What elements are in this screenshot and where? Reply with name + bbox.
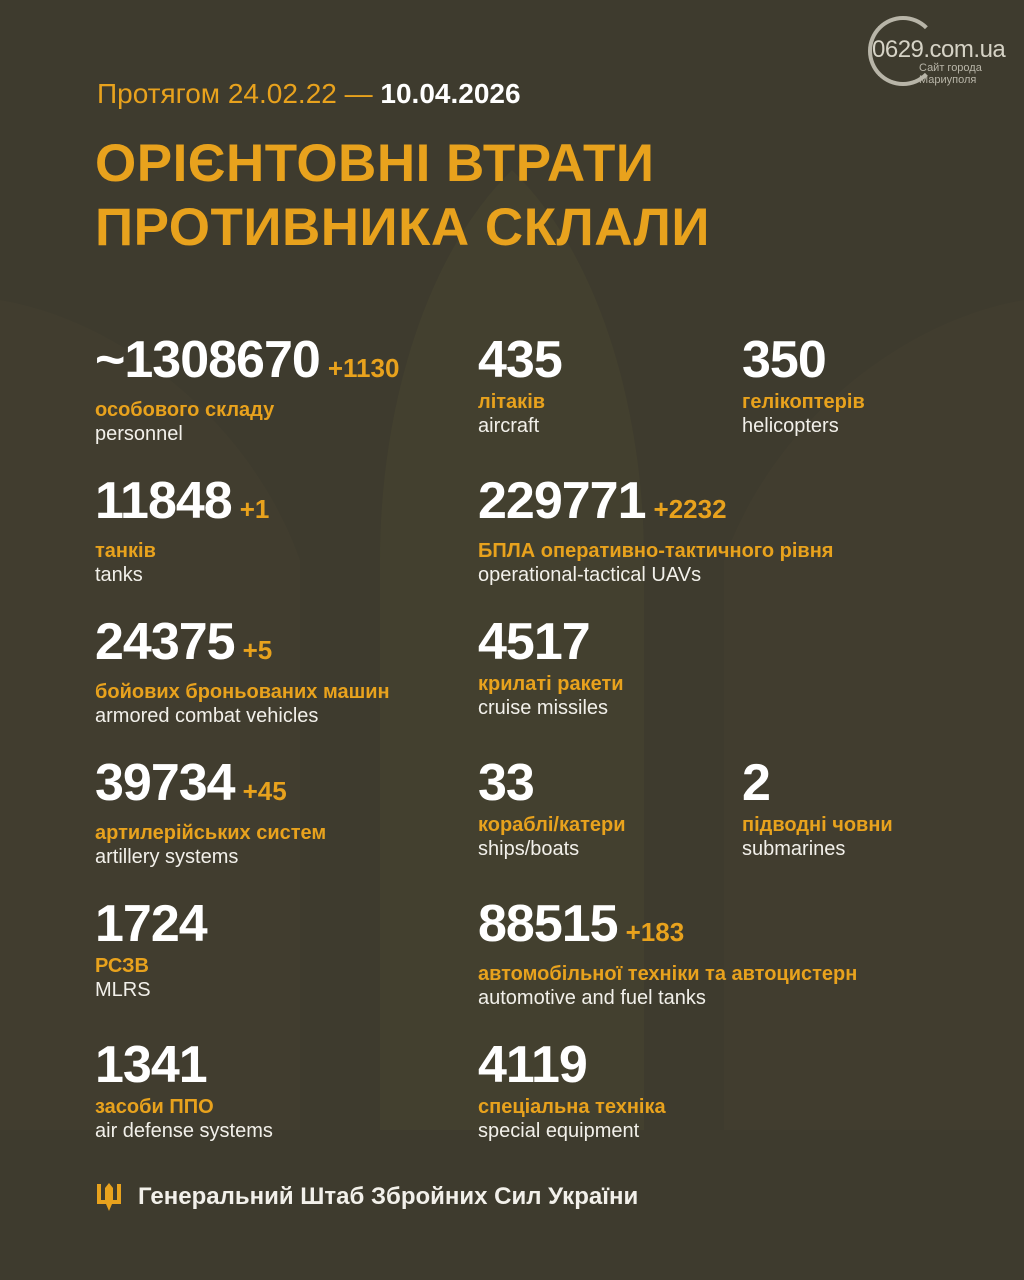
stat-increase: +2232	[653, 494, 727, 524]
title-line-1: ОРІЄНТОВНІ ВТРАТИ	[95, 134, 655, 193]
stat-increase: +5	[242, 635, 273, 665]
period-date: 10.04.2026	[380, 78, 521, 109]
stat-value: 350	[742, 332, 865, 388]
stat-item: 88515 +183 автомобільної техніки та автоци…	[478, 896, 857, 1010]
stat-label-en: helicopters	[742, 415, 839, 437]
stat-number: 229771	[478, 472, 647, 530]
stat-number: 350	[742, 331, 827, 389]
stat-label-en: personnel	[95, 423, 183, 445]
stat-value: 1724	[95, 895, 208, 953]
stat-number: 2	[742, 754, 771, 812]
stat-label-ua: гелікоптерів	[742, 391, 865, 413]
stat-number: 88515	[478, 895, 619, 953]
stat-item: 24375 +5 бойових броньованих машин armored …	[95, 614, 390, 728]
stat-item: 1341 засоби ППО air defense systems	[95, 1037, 273, 1143]
stat-label-en: operational-tactical UAVs	[478, 564, 702, 586]
stat-number: 33	[478, 754, 535, 812]
stat-label-ua: БПЛА оперативно-тактичного рівня	[478, 540, 834, 562]
footer-text: Генеральний Штаб Збройних Сил України	[138, 1183, 639, 1210]
stat-value: 229771 +2232	[478, 473, 833, 537]
stat-value: 11848 +1	[95, 473, 269, 537]
period-prefix: Протягом 24.02.22 —	[97, 78, 373, 109]
stat-label-ua: спеціальна техніка	[478, 1096, 666, 1118]
stat-value: 4517	[478, 614, 624, 670]
stat-value: 33	[478, 755, 626, 811]
stat-label-ua: кораблі/катери	[478, 814, 626, 836]
title-line-2: ПРОТИВНИКА СКЛАЛИ	[95, 198, 710, 257]
stat-value: 4119	[478, 1037, 666, 1093]
period: Протягом 24.02.22 — 10.04.2026	[97, 78, 521, 110]
logo-sub-line1: Сайт города	[919, 62, 982, 74]
stat-label-ua: засоби ППО	[95, 1096, 214, 1118]
stat-item: 4119 спеціальна техніка special equipment	[478, 1037, 666, 1143]
site-logo[interactable]: 0629.com.ua Сайт города Мариуполя	[866, 14, 1016, 86]
stat-label-en: MLRS	[95, 979, 151, 1001]
stat-item: 4517 крилаті ракети cruise missiles	[478, 614, 624, 720]
stat-label-en: air defense systems	[95, 1120, 273, 1142]
stat-number: 4119	[478, 1036, 588, 1094]
stat-value: 88515 +183	[478, 896, 857, 960]
stat-item: 11848 +1 танків tanks	[95, 473, 269, 587]
stat-item: 229771 +2232 БПЛА оперативно-тактичного рі…	[478, 473, 833, 587]
trident-icon	[97, 1183, 121, 1211]
stat-item: 1724 РСЗВ MLRS	[95, 895, 208, 1002]
footer: Генеральний Штаб Збройних Сил України	[96, 1182, 638, 1212]
stat-value: 39734 +45	[95, 755, 326, 819]
stat-label-ua: РСЗВ	[95, 955, 149, 977]
page-title: ОРІЄНТОВНІ ВТРАТИ ПРОТИВНИКА СКЛАЛИ	[95, 132, 710, 260]
stat-label-en: tanks	[95, 564, 143, 586]
stat-label-ua: особового складу	[95, 399, 275, 421]
stat-label-en: aircraft	[478, 415, 540, 437]
stat-number: 1724	[95, 895, 208, 953]
stat-increase: +1	[239, 494, 270, 524]
stat-number: 435	[478, 331, 563, 389]
stat-increase: +183	[625, 917, 685, 947]
stat-label-ua: підводні човни	[742, 814, 893, 836]
stat-increase: +45	[242, 776, 287, 806]
stat-number: ~1308670	[95, 331, 321, 389]
stat-value: 1341	[95, 1037, 273, 1093]
stat-label-en: automotive and fuel tanks	[478, 987, 706, 1009]
stat-label-ua: артилерійських систем	[95, 822, 327, 844]
stat-label-ua: літаків	[478, 391, 546, 413]
stat-value: ~1308670 +1130	[95, 332, 399, 396]
stat-label-ua: автомобільної техніки та автоцистерн	[478, 963, 858, 985]
logo-text: 0629.com.ua	[872, 36, 1006, 63]
logo-sub-line2: Мариуполя	[919, 74, 977, 86]
stat-number: 1341	[95, 1036, 208, 1094]
stat-label-ua: крилаті ракети	[478, 673, 624, 695]
stat-label-en: artillery systems	[95, 846, 239, 868]
stat-item: 2 підводні човни submarines	[742, 755, 893, 861]
stat-value: 435	[478, 331, 563, 389]
stat-number: 24375	[95, 613, 236, 671]
stat-label-ua: танків	[95, 540, 156, 562]
stat-label-en: ships/boats	[478, 838, 580, 860]
stat-value: 2	[742, 755, 893, 811]
stat-label-en: submarines	[742, 838, 846, 860]
stat-label-en: cruise missiles	[478, 697, 609, 719]
stat-increase: +1130	[327, 353, 400, 383]
stat-number: 11848	[95, 472, 233, 530]
stat-label-en: armored combat vehicles	[95, 705, 319, 727]
logo-ring-icon	[868, 16, 938, 86]
stat-label-en: special equipment	[478, 1120, 640, 1142]
stat-number: 39734	[95, 754, 236, 812]
stat-item: ~1308670 +1130 особового складу personnel	[95, 332, 399, 446]
stat-label-ua: бойових броньованих машин	[95, 681, 390, 703]
logo-subtitle: Сайт города Мариуполя	[919, 62, 982, 86]
stat-item: 39734 +45 артилерійських систем artillery s…	[95, 755, 326, 869]
stat-item: 435 літаків aircraft	[478, 331, 563, 438]
stat-number: 4517	[478, 613, 591, 671]
stat-item: 350 гелікоптерів helicopters	[742, 332, 865, 438]
stat-value: 24375 +5	[95, 614, 390, 678]
stat-item: 33 кораблі/катери ships/boats	[478, 755, 626, 861]
